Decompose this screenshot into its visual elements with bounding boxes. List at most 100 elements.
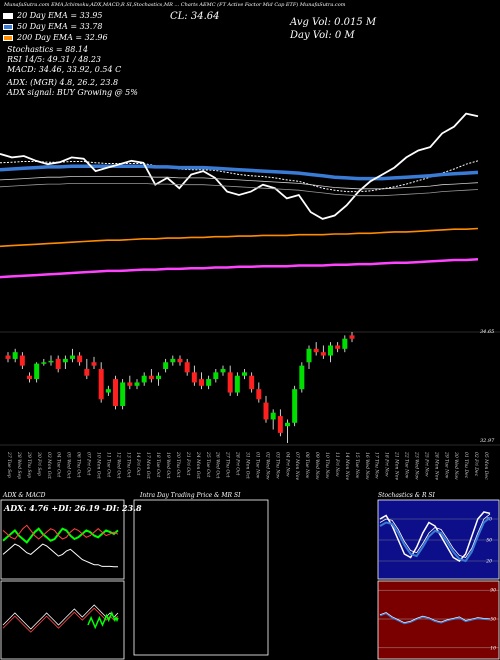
ema50-line	[0, 164, 479, 181]
legend-label: 200 Day EMA = 32.96	[17, 33, 108, 42]
rsi-line	[379, 612, 491, 625]
candle-body	[306, 348, 312, 363]
candle-body	[48, 360, 54, 363]
date-tick-label: 20 Thu Oct	[175, 451, 181, 478]
date-tick-label: 24 Mon Oct	[195, 451, 201, 479]
date-tick-label: 13 Thu Oct	[125, 452, 131, 478]
stoch-k-line	[379, 511, 491, 562]
price-high-label: 34.65	[480, 329, 495, 335]
candle-body	[127, 382, 133, 386]
date-tick-label: 29 Thu Sep	[26, 451, 32, 478]
ema20-line	[0, 160, 479, 193]
candlestick-chart: 27 Tue Sep 28 Wed Sep 29 Thu Sep 30 Fri Sep…	[0, 331, 500, 480]
date-tick-label: 14 Fri Oct	[135, 452, 141, 476]
date-tick-label: 19 Wed Oct	[165, 452, 171, 479]
candle-body	[113, 379, 118, 406]
price-line	[0, 112, 479, 220]
candle-body	[27, 375, 32, 380]
candle-body	[220, 368, 226, 373]
macd-panel-frame	[0, 580, 125, 660]
candle-body	[328, 345, 333, 356]
candle-body	[12, 352, 18, 359]
date-tick-label: 10 Mon Oct	[95, 452, 101, 479]
stochastics-panel	[377, 499, 500, 580]
date-tick-label: 28 Wed Sep	[16, 451, 22, 479]
date-tick-label: 15 Tue Nov	[354, 452, 360, 479]
date-tick-label: 18 Tue Oct	[155, 452, 161, 477]
candle-body	[184, 362, 190, 373]
date-tick-label: 21 Mon Nov	[394, 451, 400, 480]
intraday-panel-frame	[133, 499, 269, 656]
rsi-signal-line	[379, 612, 491, 623]
date-tick-label: 27 Thu Oct	[225, 451, 231, 478]
stoch-axis-label: 20	[485, 559, 492, 565]
candle-body	[77, 355, 83, 363]
candle-body	[55, 358, 61, 369]
date-tick-label: 07 Mon Nov	[294, 452, 300, 480]
legend-label: 20 Day EMA = 33.95	[17, 11, 103, 20]
date-tick-label: 09 Wed Nov	[314, 452, 320, 480]
plus-di-line	[2, 527, 119, 544]
candle-body	[191, 372, 197, 383]
candle-body	[335, 345, 341, 349]
candle-body	[62, 358, 68, 363]
candle-body	[277, 416, 283, 433]
legend-label: 50 Day EMA = 33.78	[17, 22, 103, 31]
date-tick-label: 18 Fri Nov	[384, 452, 390, 477]
date-tick-label: 28 Mon Nov	[433, 451, 439, 480]
candle-body	[34, 363, 40, 380]
close-price-label: CL: 34.64	[170, 11, 220, 22]
candle-body	[19, 355, 25, 366]
intraday-title: Intra Day Trading Price & MR SI	[140, 492, 241, 499]
candle-body	[91, 362, 97, 366]
date-tick-label: 22 Tue Nov	[404, 451, 410, 479]
date-tick-label: 26 Wed Oct	[215, 451, 221, 479]
candle-body	[70, 355, 75, 359]
stoch-axis-label: 50	[486, 538, 492, 544]
candle-body	[41, 362, 47, 364]
macd-readout: MACD: 34.46, 33.92, 0.54 C	[7, 65, 122, 74]
candle-body	[134, 382, 140, 386]
macd-line	[2, 604, 119, 630]
candle-body	[98, 368, 104, 400]
candle-body	[206, 379, 212, 386]
ema-aux-line	[0, 183, 479, 197]
rsi-axis-label: 90	[490, 588, 496, 594]
legend-swatch-icon	[3, 35, 13, 41]
candle-body	[84, 368, 90, 376]
date-tick-label: 06 Thu Oct	[76, 452, 82, 478]
candle-body	[163, 362, 169, 369]
candle-body	[141, 375, 147, 383]
date-tick-label: 04 Fri Nov	[284, 452, 290, 477]
date-tick-label: 11 Fri Nov	[334, 452, 340, 477]
adx-panel-frame	[0, 499, 125, 580]
adx-signal-readout: ADX signal: BUY Growing @ 5%	[7, 88, 138, 97]
ema-long-line	[0, 258, 479, 279]
date-tick-label: 17 Mon Oct	[145, 452, 151, 479]
candle-body	[342, 338, 348, 349]
candle-body	[349, 335, 355, 339]
candle-body	[270, 412, 276, 420]
rsi-axis-label: 50	[490, 617, 496, 623]
adx-line	[2, 543, 118, 568]
candle-body	[292, 389, 298, 423]
date-tick-label: 31 Mon Oct	[245, 452, 251, 479]
date-tick-label: 27 Tue Sep	[6, 451, 12, 478]
macd-hist-line	[87, 611, 119, 630]
stoch-d-line	[379, 513, 491, 558]
candle-body	[156, 375, 161, 380]
candle-body	[256, 389, 262, 400]
price-low-label: 32.97	[480, 438, 495, 444]
ema200-line	[0, 227, 479, 248]
day-volume-label: Day Vol: 0 M	[290, 30, 355, 41]
candle-body	[5, 355, 11, 359]
adx-macd-title: ADX & MACD	[3, 492, 46, 499]
stoch-rsi-title: Stochastics & R SI	[378, 492, 435, 499]
candle-body	[170, 358, 176, 363]
date-tick-label: 29 Tue Nov	[443, 451, 449, 479]
date-tick-label: 01 Tue Nov	[254, 452, 260, 479]
candle-body	[249, 375, 255, 390]
date-tick-label: 25 Tue Oct	[205, 451, 211, 477]
candle-body	[234, 375, 240, 393]
